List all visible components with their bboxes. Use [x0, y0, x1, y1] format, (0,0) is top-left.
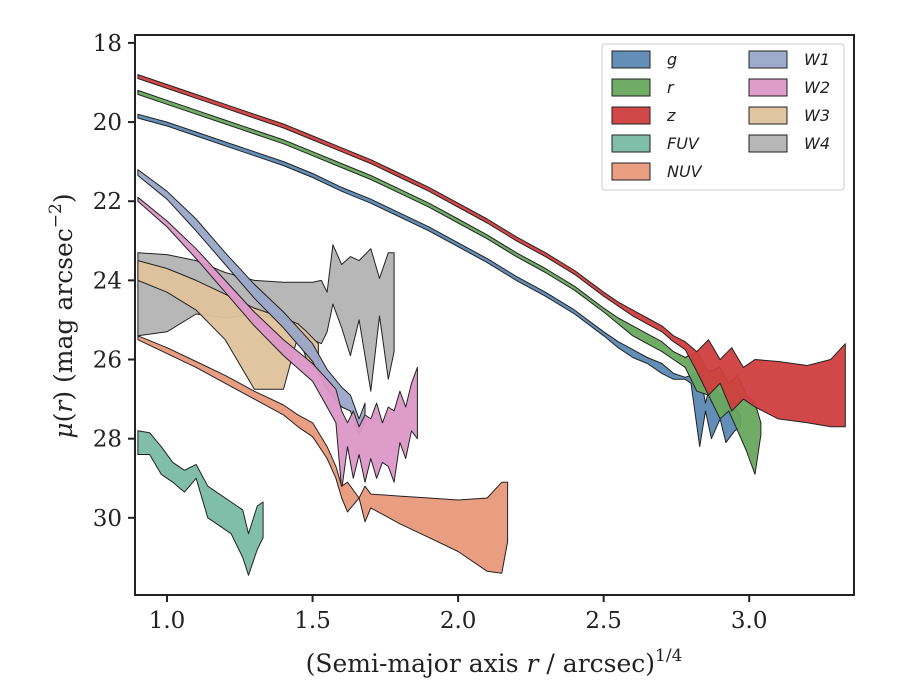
y-axis-label: μ(r) (mag arcsec−2)	[46, 193, 78, 438]
y-tick-label: 30	[93, 506, 122, 532]
band-z	[137, 74, 846, 428]
legend-label-z: z	[666, 106, 676, 125]
band-w2	[137, 196, 418, 491]
x-tick-label: 1.0	[149, 608, 186, 634]
legend-label-w4: W4	[804, 134, 830, 153]
legend-label-w2: W2	[804, 78, 830, 97]
legend-swatch-w2	[748, 78, 788, 97]
legend-swatch-w1	[748, 50, 788, 69]
legend: grz FUV NUV W1 W2 W3 W4	[601, 43, 845, 191]
legend-swatch-w4	[748, 134, 788, 153]
legend-label-nuv: NUV	[667, 162, 703, 181]
band-nuv	[137, 335, 509, 574]
y-tick-label: 28	[93, 427, 122, 453]
y-tick-label: 26	[93, 348, 122, 374]
legend-label-r: r	[667, 78, 675, 97]
legend-swatch-g	[611, 50, 651, 69]
y-tick-label: 20	[93, 110, 122, 136]
band-r	[137, 89, 762, 475]
legend-swatch-r	[611, 78, 651, 97]
y-axis: 18 20 22 24 26 28 30	[93, 31, 135, 532]
legend-swatch-w3	[748, 106, 788, 125]
legend-label-w1: W1	[804, 50, 830, 69]
x-tick-label: 2.0	[440, 608, 477, 634]
legend-swatch-nuv	[611, 162, 651, 181]
band-fuv	[137, 430, 264, 576]
legend-label-g: g	[667, 50, 677, 69]
x-tick-label: 3.0	[731, 608, 768, 634]
x-axis: 1.0 1.5 2.0 2.5 3.0	[149, 595, 768, 634]
x-axis-label: (Semi-major axis r / arcsec)1/4	[306, 646, 683, 678]
x-tick-label: 2.5	[585, 608, 622, 634]
y-tick-label: 24	[93, 268, 122, 294]
plot-frame	[134, 34, 855, 596]
y-tick-label: 22	[93, 189, 122, 215]
legend-label-fuv: FUV	[667, 134, 700, 153]
legend-swatch-fuv	[611, 134, 651, 153]
legend-swatch-z	[611, 106, 651, 125]
x-tick-label: 1.5	[294, 608, 331, 634]
legend-label-w3: W3	[804, 106, 830, 125]
y-tick-label: 18	[93, 31, 122, 57]
series-bands	[137, 74, 846, 576]
